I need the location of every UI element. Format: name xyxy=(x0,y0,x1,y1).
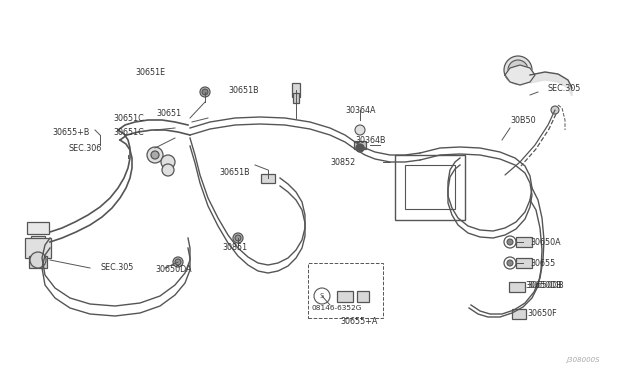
Text: J308000S: J308000S xyxy=(566,357,600,363)
Bar xyxy=(516,237,532,247)
Text: 30651C: 30651C xyxy=(113,113,144,122)
Bar xyxy=(293,93,299,103)
Text: 30650DB: 30650DB xyxy=(527,280,564,289)
Bar xyxy=(31,236,45,244)
Bar xyxy=(405,165,455,209)
Bar xyxy=(261,173,275,183)
Bar xyxy=(516,258,532,268)
Circle shape xyxy=(161,155,175,169)
Text: 30655+B: 30655+B xyxy=(52,128,90,137)
Text: 30655: 30655 xyxy=(530,259,556,267)
Circle shape xyxy=(508,60,528,80)
Text: 30655+A: 30655+A xyxy=(340,317,378,327)
Text: 30650A: 30650A xyxy=(530,237,561,247)
Text: 30651: 30651 xyxy=(156,109,181,118)
Bar xyxy=(29,256,47,268)
Circle shape xyxy=(233,233,243,243)
Bar xyxy=(308,263,383,318)
Circle shape xyxy=(202,89,208,95)
Circle shape xyxy=(147,147,163,163)
Circle shape xyxy=(162,164,174,176)
Bar xyxy=(292,83,300,97)
Text: SEC.305: SEC.305 xyxy=(100,263,133,273)
Polygon shape xyxy=(530,72,572,96)
Text: 30852: 30852 xyxy=(330,157,355,167)
Circle shape xyxy=(355,125,365,135)
Text: S: S xyxy=(320,293,324,299)
Text: 30651E: 30651E xyxy=(135,67,165,77)
Bar xyxy=(395,155,465,220)
Text: 30364A: 30364A xyxy=(345,106,376,115)
Bar xyxy=(354,141,366,149)
Text: SEC.306: SEC.306 xyxy=(68,144,101,153)
Text: 30651B: 30651B xyxy=(228,86,259,94)
Text: 30B50: 30B50 xyxy=(510,115,536,125)
Text: 08146-6352G: 08146-6352G xyxy=(312,305,362,311)
Circle shape xyxy=(30,252,46,268)
Bar xyxy=(509,282,525,292)
Circle shape xyxy=(504,56,532,84)
Polygon shape xyxy=(505,65,535,85)
Text: 30650F: 30650F xyxy=(527,310,557,318)
Text: 30651C: 30651C xyxy=(113,128,144,137)
Circle shape xyxy=(235,235,241,241)
Bar xyxy=(512,309,526,319)
Text: 30650DA: 30650DA xyxy=(155,266,191,275)
Circle shape xyxy=(551,106,559,114)
Bar xyxy=(27,222,49,234)
Text: SEC.305: SEC.305 xyxy=(548,83,581,93)
Bar xyxy=(337,291,353,301)
Text: 30650DB: 30650DB xyxy=(525,280,562,289)
Circle shape xyxy=(173,257,183,267)
Bar xyxy=(357,291,369,301)
Bar xyxy=(25,238,51,258)
Text: 30364B: 30364B xyxy=(355,135,385,144)
Circle shape xyxy=(356,144,364,152)
Circle shape xyxy=(507,239,513,245)
Circle shape xyxy=(200,87,210,97)
Circle shape xyxy=(507,260,513,266)
Text: 30851: 30851 xyxy=(222,244,247,253)
Text: 30651B: 30651B xyxy=(219,167,250,176)
Circle shape xyxy=(151,151,159,159)
Circle shape xyxy=(175,259,181,265)
